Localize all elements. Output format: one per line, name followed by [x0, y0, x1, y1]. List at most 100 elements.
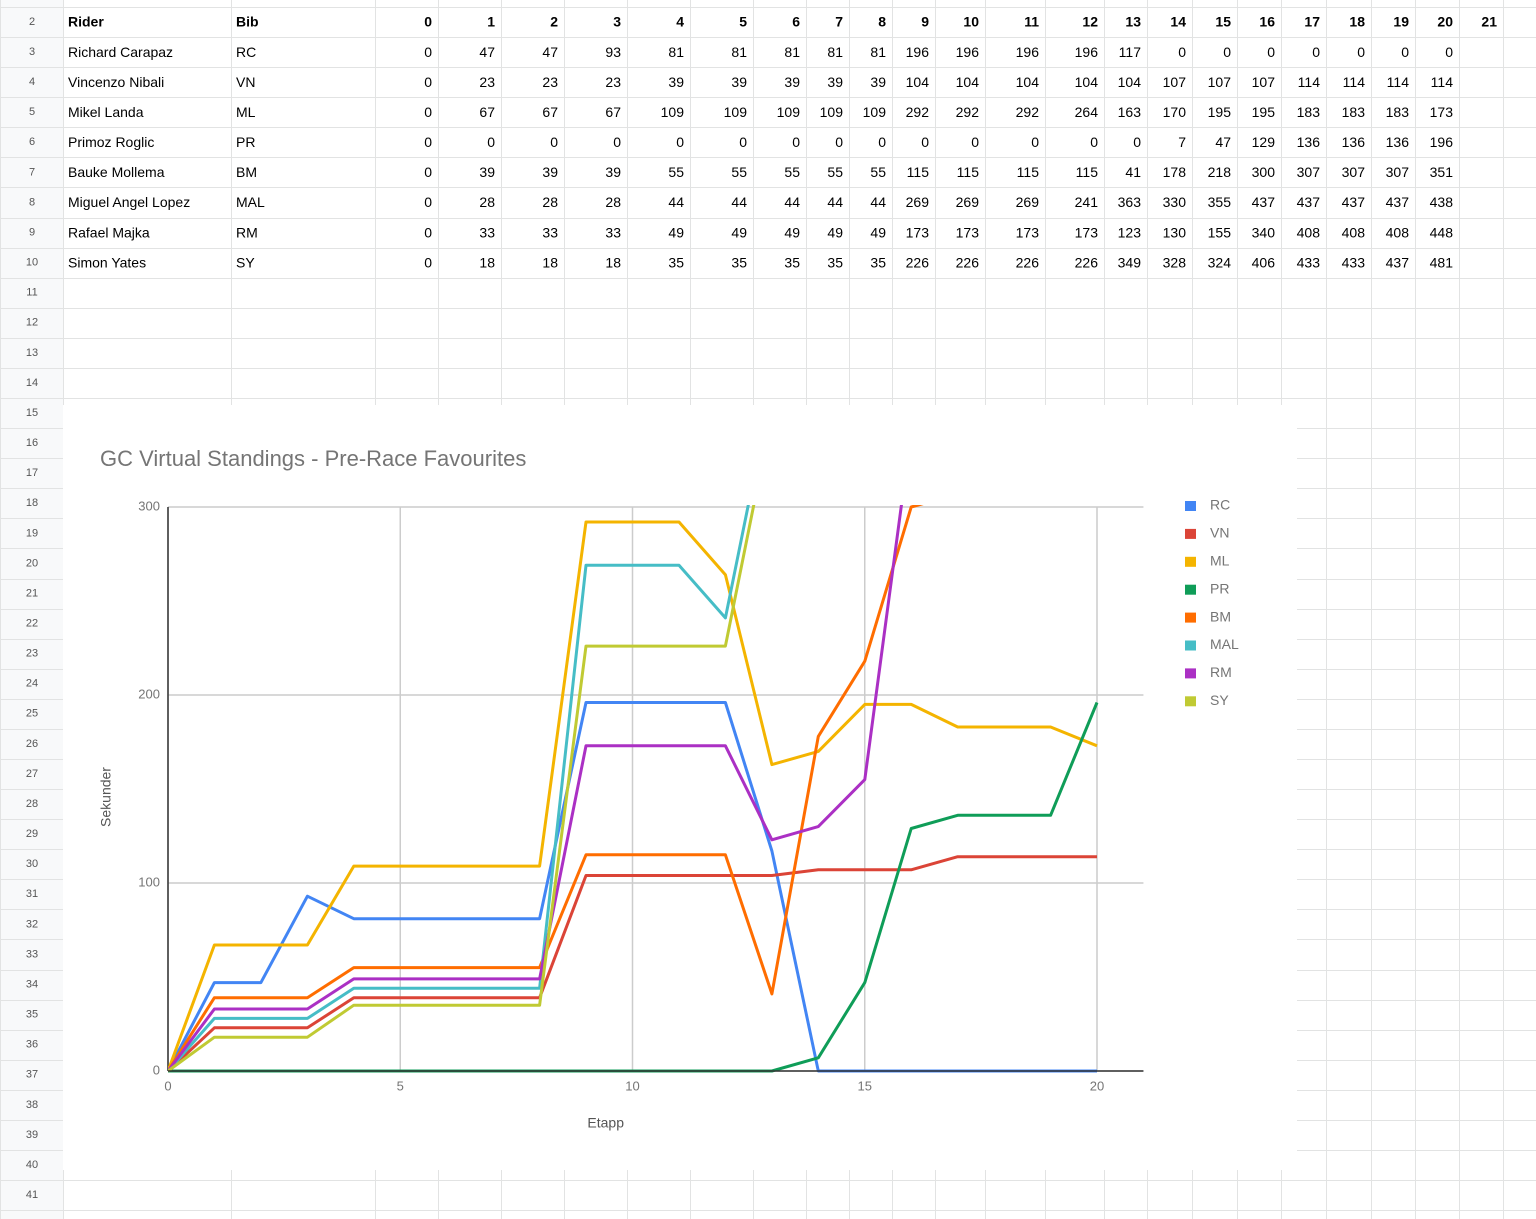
cell: 0 [792, 134, 800, 150]
cell: 136 [1297, 134, 1321, 150]
cell: 55 [731, 164, 747, 180]
cell: 81 [870, 44, 886, 60]
cell: MAL [236, 194, 265, 210]
cell: Primoz Roglic [68, 134, 154, 150]
cell: 448 [1430, 224, 1454, 240]
cell: 0 [1445, 44, 1453, 60]
cell: 0 [424, 224, 432, 240]
cell: 0 [1178, 44, 1186, 60]
cell: 481 [1430, 254, 1454, 270]
cell: 351 [1430, 164, 1454, 180]
cell: 47 [542, 44, 558, 60]
cell: 0 [424, 74, 432, 90]
column-header: Bib [236, 14, 259, 30]
legend-label: RM [1210, 664, 1232, 680]
cell: 226 [956, 254, 980, 270]
row-number: 5 [29, 106, 35, 118]
cell: 0 [835, 134, 843, 150]
row-number: 24 [26, 678, 38, 690]
cell: 18 [479, 254, 495, 270]
cell: 155 [1208, 224, 1232, 240]
column-header: 8 [878, 14, 886, 30]
cell: 49 [784, 224, 800, 240]
cell: 324 [1208, 254, 1232, 270]
cell: 114 [1431, 74, 1454, 90]
cell: 35 [668, 254, 684, 270]
cell: 35 [827, 254, 843, 270]
cell: 35 [731, 254, 747, 270]
cell: 114 [1298, 74, 1321, 90]
row-number: 29 [26, 828, 38, 840]
cell: 0 [1031, 134, 1039, 150]
x-tick-label: 15 [858, 1078, 872, 1093]
cell: 55 [668, 164, 684, 180]
cell: 0 [1357, 44, 1365, 60]
row-number: 2 [29, 16, 35, 28]
y-tick-label: 200 [138, 686, 160, 701]
cell: 67 [542, 104, 558, 120]
cell: 7 [1178, 134, 1186, 150]
cell: 406 [1252, 254, 1276, 270]
cell: 107 [1252, 74, 1276, 90]
cell: 93 [605, 44, 621, 60]
legend-swatch [1185, 584, 1196, 595]
cell: 39 [605, 164, 621, 180]
cell: 81 [731, 44, 747, 60]
cell: 115 [1076, 164, 1099, 180]
row-number: 3 [29, 46, 35, 58]
column-header: 11 [1024, 14, 1039, 30]
series-line [168, 505, 903, 1072]
cell: 109 [661, 104, 685, 120]
cell: 109 [777, 104, 801, 120]
cell: 163 [1118, 104, 1142, 120]
column-header: 5 [739, 14, 747, 30]
cell: 307 [1297, 164, 1321, 180]
cell: 0 [424, 194, 432, 210]
cell: 41 [1125, 164, 1141, 180]
cell: 104 [1016, 74, 1040, 90]
cell: 196 [956, 44, 980, 60]
cell: 33 [605, 224, 621, 240]
cell: 136 [1342, 134, 1366, 150]
row-number: 38 [26, 1099, 38, 1111]
row-number: 4 [29, 76, 35, 88]
row-number: 34 [26, 978, 38, 990]
cell: RC [236, 44, 256, 60]
cell: 196 [1075, 44, 1099, 60]
column-header: 2 [550, 14, 558, 30]
cell: 292 [956, 104, 980, 120]
cell: 330 [1163, 194, 1187, 210]
cell: 114 [1387, 74, 1410, 90]
row-number: 21 [26, 587, 38, 599]
cell: 49 [731, 224, 747, 240]
cell: 55 [870, 164, 886, 180]
cell: 196 [1016, 44, 1040, 60]
cell: 0 [921, 134, 929, 150]
legend-swatch [1185, 612, 1196, 623]
cell: 178 [1163, 164, 1187, 180]
cell: 47 [1215, 134, 1231, 150]
cell: Richard Carapaz [68, 44, 173, 60]
series-line [168, 855, 1097, 1073]
row-number: 33 [26, 948, 38, 960]
cell: 300 [1252, 164, 1276, 180]
cell: 196 [906, 44, 930, 60]
row-number: 18 [26, 497, 38, 509]
cell: 33 [542, 224, 558, 240]
row-number: 14 [26, 377, 38, 389]
row-number: 37 [26, 1069, 38, 1081]
cell: Vincenzo Nibali [68, 74, 164, 90]
column-header: 21 [1481, 14, 1497, 30]
cell: 104 [956, 74, 980, 90]
row-number: 35 [26, 1009, 38, 1021]
cell: RM [236, 224, 258, 240]
cell: 328 [1163, 254, 1187, 270]
cell: 39 [542, 164, 558, 180]
row-number: 41 [26, 1189, 38, 1201]
cell: 123 [1118, 224, 1142, 240]
row-number: 11 [26, 287, 37, 299]
cell: 173 [1016, 224, 1040, 240]
cell: 23 [479, 74, 495, 90]
cell: 183 [1297, 104, 1321, 120]
cell: 33 [479, 224, 495, 240]
